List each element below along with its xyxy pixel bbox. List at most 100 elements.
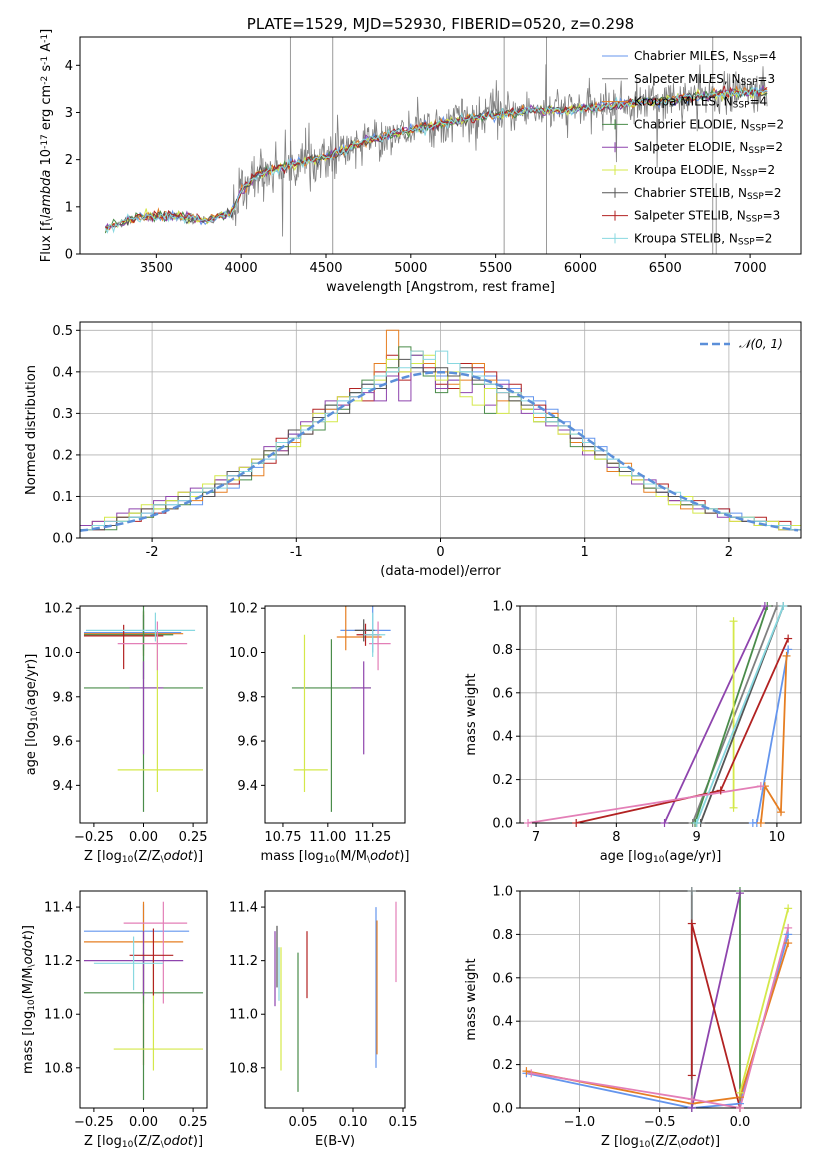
y-tick-label: 0.1 [52, 490, 73, 505]
label-text: age [log [24, 722, 39, 775]
weight-line-0 [752, 649, 790, 823]
x-tick-label: 0.25 [179, 1115, 208, 1130]
x-tick-label: 0.15 [389, 1115, 418, 1130]
label-text: (Z/Z [650, 1134, 677, 1149]
y-tick-label: 9.6 [237, 735, 258, 750]
x-tick-label: 6500 [649, 261, 682, 276]
x-tick-label: 3500 [140, 261, 173, 276]
axes-spectrum: 3500 4000 4500 5000 5500 6000 6500 7000 0 1 2 3 4 wav… [39, 15, 802, 295]
plot-area-mass_vs_Z [83, 901, 204, 1100]
x-axis-label: Z [log10​(Z/Z\​odot)] [84, 1134, 203, 1150]
x-tick-label: 0.25 [179, 830, 208, 845]
y-tick-label: 11.2 [44, 954, 73, 969]
y-tick-label: 10.0 [44, 646, 73, 661]
legend-label-sub: SSP [738, 238, 755, 248]
legend-label-tail: =2 [764, 186, 782, 200]
y-tick-label: 9.4 [237, 779, 258, 794]
label-text: mass weight [464, 673, 479, 755]
label-text: (Z/Z [133, 849, 160, 864]
label-script: 10 [27, 999, 37, 1011]
legend-label-main: Kroupa MILES, N [634, 95, 733, 109]
label-script: \ [45, 217, 55, 221]
y-tick-label: 10.8 [229, 1061, 258, 1076]
y-tick-label: 1 [65, 200, 73, 215]
weight-line-5 [690, 893, 741, 1108]
axes-residuals: -2 -1 0 1 2 0.0 0.1 0.2 0.3 0.4 0.5 (data-model)/er… [24, 321, 802, 579]
label-text: E(B-V) [315, 1134, 355, 1149]
x-tick-label: 11.25 [354, 830, 391, 845]
x-tick-label: 8 [612, 830, 620, 845]
y-axis-label: Normed distribution [24, 365, 39, 495]
legend-label-tail: =4 [759, 49, 777, 63]
y-tick-label: 11.4 [229, 901, 258, 916]
x-tick-label: 5000 [394, 261, 427, 276]
legend-label-tail: =2 [765, 140, 783, 154]
x-axis-label: age [log10​(age/yr)] [600, 849, 722, 865]
plot-area-weight_vs_Z [526, 891, 790, 1108]
label-text: )] [710, 1134, 720, 1149]
weight-line-2 [760, 655, 788, 823]
label-text: )] [193, 1134, 203, 1149]
legend-label: Chabrier ELODIE, NSSP=2 [634, 117, 784, 133]
y-tick-label: 11.2 [229, 954, 258, 969]
legend-label-main: Chabrier STELIB, N [634, 186, 747, 200]
legend-label: Salpeter MILES, NSSP=3 [634, 72, 775, 88]
y-tick-label: 0.2 [492, 773, 513, 788]
x-tick-label: 11.00 [309, 830, 346, 845]
y-tick-label: 0.5 [52, 324, 73, 339]
label-text: (age/yr)] [24, 654, 39, 711]
label-text: s [39, 65, 54, 76]
label-script: 10 [30, 710, 40, 722]
legend-label-sub: SSP [750, 124, 767, 134]
axes-age_vs_mass: 10.75 11.00 11.25 9.4 9.6 9.8 10.0 10.2 mass [lo… [229, 602, 409, 866]
y-tick-label: 11.0 [44, 1008, 73, 1023]
label-text: Z [log [84, 1134, 122, 1149]
x-tick-label: 2 [725, 545, 733, 560]
legend-label: Chabrier MILES, NSSP=4 [634, 49, 776, 65]
x-tick-label: 9 [692, 830, 700, 845]
label-text: 10 [39, 149, 54, 170]
y-tick-label: 0.4 [492, 730, 513, 745]
x-axis-label: (data-model)/error [380, 564, 501, 579]
legend-label: Kroupa ELODIE, NSSP=2 [634, 163, 775, 179]
legend: Chabrier MILES, NSSP=4 Salpeter MILES, NS… [602, 49, 784, 248]
legend-label-sub: SSP [746, 215, 763, 225]
y-tick-label: 0.8 [492, 928, 513, 943]
x-tick-label: 10.75 [264, 830, 301, 845]
weight-line-6 [690, 923, 741, 1108]
legend-label-main: Chabrier ELODIE, N [634, 117, 750, 131]
label-math: odot [370, 849, 400, 864]
y-tick-label: 1.0 [492, 600, 513, 615]
legend-label-main: Salpeter STELIB, N [634, 209, 746, 223]
histogram-step-7 [80, 350, 801, 538]
y-tick-label: 10.0 [229, 646, 258, 661]
axes-mass_vs_Z: −0.25 0.00 0.25 10.8 11.0 11.2 11.4 Z [log10​(Z… [21, 890, 208, 1150]
x-axis-label: Z [log10​(Z/Z\​odot)] [601, 1134, 720, 1150]
legend-label-sub: SSP [742, 55, 759, 65]
y-tick-label: 9.4 [52, 779, 73, 794]
x-tick-label: 0 [436, 545, 444, 560]
legend-label-tail: =4 [750, 95, 768, 109]
label-script: \ [678, 1140, 682, 1150]
y-tick-label: 0.6 [492, 686, 513, 701]
legend-label-sub: SSP [733, 101, 750, 111]
label-math: odot [21, 934, 36, 964]
label-script: 10 [122, 1140, 134, 1150]
label-text: Z [log [84, 849, 122, 864]
y-tick-label: 0 [65, 248, 73, 263]
weight-line-8 [531, 927, 790, 1108]
legend-label-main: Kroupa STELIB, N [634, 231, 738, 245]
chart-title: PLATE=1529, MJD=52930, FIBERID=0520, z=0… [247, 15, 634, 33]
x-tick-label: −0.25 [74, 830, 114, 845]
x-tick-label: −0.5 [644, 1115, 676, 1130]
x-tick-label: 0.10 [339, 1115, 368, 1130]
y-tick-label: 2 [65, 153, 73, 168]
label-text: mass weight [464, 958, 479, 1040]
x-tick-label: -1 [290, 545, 303, 560]
label-text: A [39, 43, 54, 56]
legend-label-tail: =2 [755, 231, 773, 245]
y-axis-label: Flux [f\​lambda 10-17​ erg cm-2​ s-1​ A-… [39, 29, 55, 262]
label-text: (age/yr)] [664, 849, 721, 864]
axes-frame [264, 605, 406, 824]
